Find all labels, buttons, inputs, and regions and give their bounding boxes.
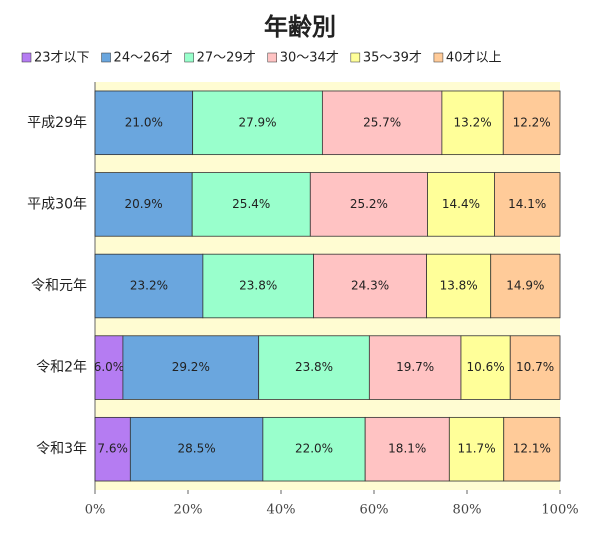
bar-segment — [364, 416, 450, 482]
value-label: 23.2% — [130, 279, 168, 293]
y-tick-label: 令和元年 — [31, 278, 87, 294]
value-label: 22.0% — [295, 442, 333, 456]
bar-segment — [448, 416, 505, 482]
bar-segment — [309, 172, 428, 237]
x-tick-label: 100% — [541, 503, 578, 518]
chart-title: 年齢別 — [264, 13, 336, 41]
legend-label: 35～39才 — [363, 51, 422, 66]
bar-segment — [503, 416, 561, 482]
value-label: 19.7% — [396, 360, 434, 374]
bar-segment — [321, 90, 443, 156]
bar-segment — [427, 172, 495, 237]
bar-segment — [192, 90, 323, 156]
bar-segment — [460, 335, 511, 400]
value-label: 25.4% — [232, 197, 270, 211]
legend-swatch — [433, 52, 444, 63]
value-label: 14.9% — [506, 279, 544, 293]
value-label: 11.7% — [457, 442, 495, 456]
value-label: 23.8% — [239, 279, 277, 293]
value-label: 12.1% — [513, 442, 551, 456]
y-tick-label: 令和2年 — [36, 360, 87, 376]
bar-segment — [202, 253, 314, 319]
legend-swatch — [350, 52, 361, 63]
bar-segment — [490, 253, 561, 319]
value-label: 27.9% — [238, 115, 276, 129]
legend-label: 27～29才 — [197, 51, 256, 66]
legend-swatch — [184, 52, 194, 63]
bar-segment — [129, 416, 264, 482]
value-label: 20.9% — [125, 197, 163, 211]
legend-swatch — [267, 52, 277, 63]
value-label: 25.2% — [350, 197, 388, 211]
x-tick-label: 60% — [360, 503, 389, 518]
value-label: 14.1% — [508, 197, 546, 211]
value-label: 13.8% — [440, 279, 478, 293]
value-label: 29.2% — [172, 360, 210, 374]
bar-segment — [258, 335, 370, 400]
bar-segment — [494, 172, 561, 237]
bar-segment — [426, 253, 492, 319]
legend-label: 40才以上 — [446, 51, 502, 66]
x-tick-label: 40% — [267, 503, 296, 518]
bar-segment — [441, 90, 504, 156]
legend-label: 30～34才 — [280, 51, 339, 66]
value-label: 14.4% — [442, 197, 480, 211]
y-tick-label: 令和3年 — [36, 441, 87, 457]
legend-label: 23才以下 — [34, 51, 90, 66]
y-tick-label: 平成29年 — [27, 115, 87, 131]
bar-segment — [509, 335, 561, 400]
bar-segment — [191, 172, 311, 237]
y-tick-label: 平成30年 — [27, 196, 87, 212]
x-tick-label: 20% — [174, 503, 203, 518]
bar-segment — [368, 335, 462, 400]
bar-segment — [313, 253, 427, 319]
value-label: 18.1% — [388, 442, 426, 456]
x-tick-label: 0% — [85, 503, 106, 518]
value-label: 6.0% — [94, 360, 125, 374]
value-label: 10.7% — [516, 360, 554, 374]
legend-label: 24～26才 — [114, 51, 173, 66]
bar-segment — [94, 335, 124, 400]
bar-segment — [94, 253, 204, 319]
value-label: 28.5% — [178, 442, 216, 456]
bar-segment — [122, 335, 260, 400]
legend-swatch — [21, 52, 32, 63]
value-label: 24.3% — [351, 279, 389, 293]
x-tick-label: 80% — [453, 503, 482, 518]
value-label: 12.2% — [513, 115, 551, 129]
bar-segment — [94, 172, 193, 237]
value-label: 7.6% — [97, 442, 128, 456]
value-label: 21.0% — [125, 115, 163, 129]
value-label: 13.2% — [454, 115, 492, 129]
bar-segment — [262, 416, 366, 482]
value-label: 25.7% — [363, 115, 401, 129]
value-label: 23.8% — [295, 360, 333, 374]
legend-swatch — [101, 52, 111, 63]
value-label: 10.6% — [467, 360, 505, 374]
bar-segment — [502, 90, 561, 156]
